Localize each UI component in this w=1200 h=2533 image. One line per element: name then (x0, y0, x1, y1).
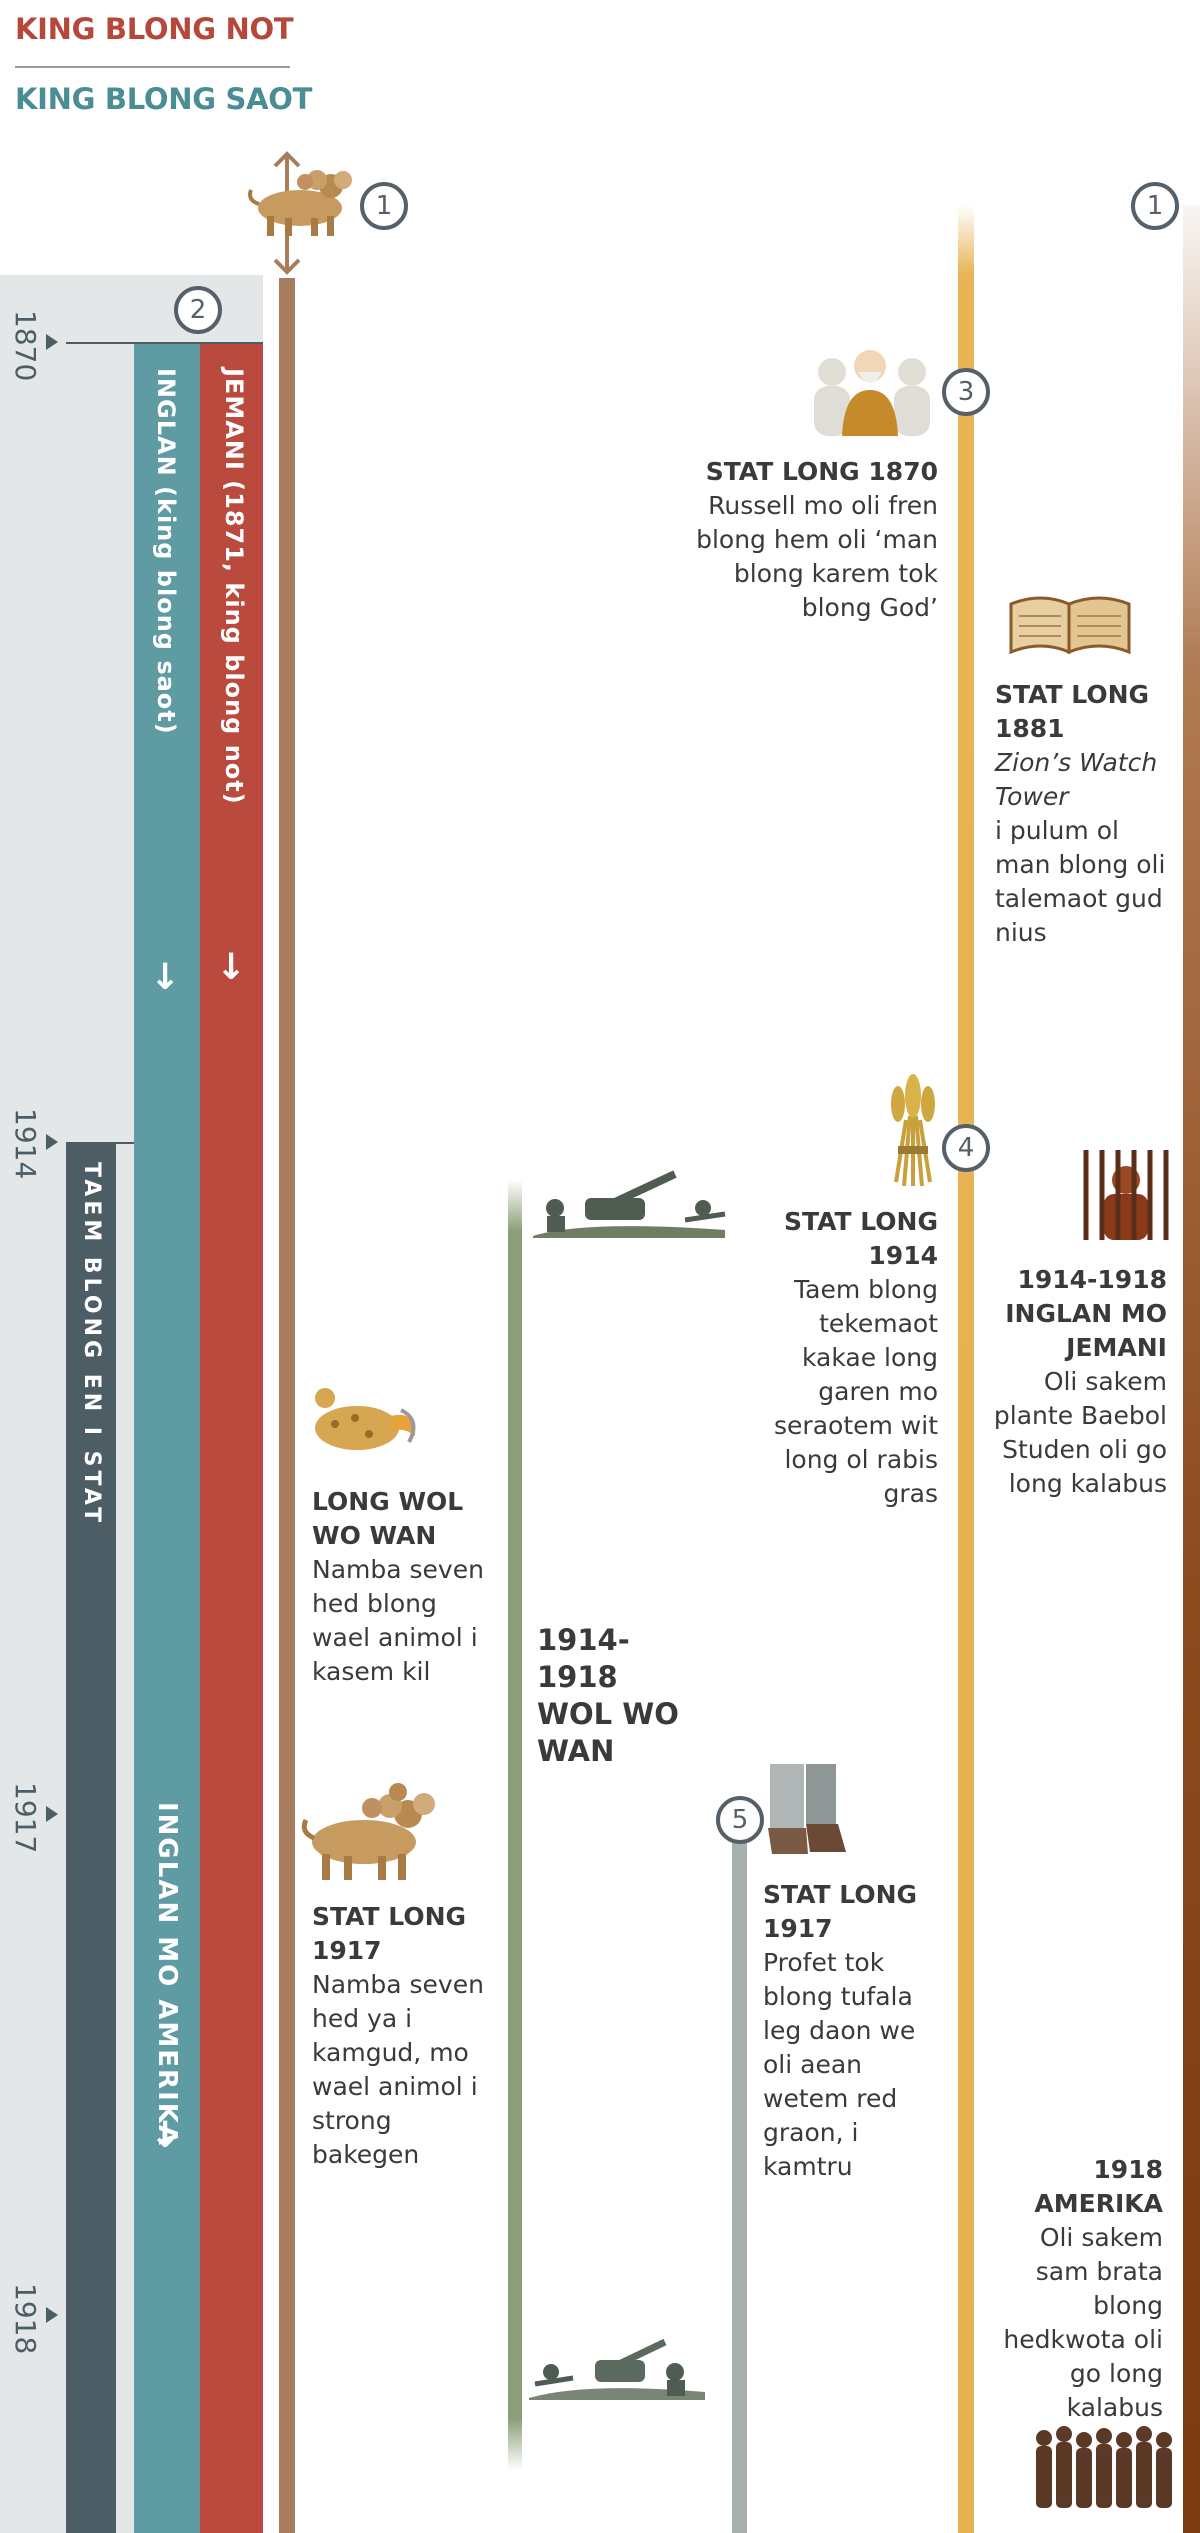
entry-1914-heading: STAT LONG 1914 (783, 1207, 938, 1270)
entry-1918-text: Oli sakem sam brata blong hedkwota oli g… (1003, 2223, 1163, 2422)
beast-timeline-bar (279, 278, 295, 2533)
britain-label: INGLAN (king blong saot) (152, 368, 180, 735)
entry-1917-beast-text: Namba seven hed ya i kamgud, mo wael ani… (312, 1970, 484, 2169)
marker-one-left: 1 (360, 182, 408, 230)
entry-ww1-beast-text: Namba seven hed blong wael animol i kase… (312, 1555, 484, 1686)
end-time-bar (66, 1143, 116, 2533)
entry-1917-feet-text: Profet tok blong tufala leg daon we oli … (763, 1948, 916, 2181)
entry-1881-title: Zion’s Watch Tower (995, 748, 1158, 811)
world-war-bar (508, 1180, 522, 2470)
entry-1914: STAT LONG 1914 Taem blong tekemaot kakae… (740, 1205, 938, 1511)
entry-1917-beast: STAT LONG 1917 Namba seven hed ya i kamg… (312, 1900, 490, 2172)
year-1918: 1918 (9, 2283, 42, 2355)
down-arrow-icon: ↓ (216, 947, 247, 988)
entry-1881: STAT LONG 1881 Zion’s Watch Tower i pulu… (995, 678, 1167, 950)
entry-1917-feet: STAT LONG 1917 Profet tok blong tufala l… (763, 1878, 933, 2184)
entry-1918-heading: 1918 AMERIKA (1034, 2155, 1163, 2218)
marker-one-right: 1 (1131, 182, 1179, 230)
germany-label-text: JEMANI (1871, king blong not) (220, 368, 248, 805)
year-marker-1917 (46, 1806, 58, 1822)
entry-1870-heading: STAT LONG 1870 (705, 457, 938, 486)
legend-south-king: KING BLONG SAOT (15, 82, 313, 116)
entry-1914-1918-jail-text: Oli sakem plante Baebol Studen oli go lo… (993, 1367, 1167, 1498)
anglo-american-label: INGLAN MO AMERIKA (152, 1802, 182, 2148)
year-marker-1914 (46, 1134, 58, 1150)
prison-timeline-bar (1183, 205, 1200, 2533)
entry-1881-heading: STAT LONG 1881 (995, 680, 1150, 743)
russell-group-icon (814, 350, 930, 436)
prisoner-icon (1083, 1150, 1169, 1240)
year-marker-1918 (46, 2307, 58, 2323)
marker-two: 2 (174, 286, 222, 334)
feet-timeline-bar (732, 1842, 747, 2533)
year-line-1870 (66, 342, 263, 344)
year-1917: 1917 (9, 1782, 42, 1854)
wheat-timeline-bar (958, 205, 974, 2533)
entry-1870: STAT LONG 1870 Russell mo oli fren blong… (690, 455, 938, 625)
germany-label: JEMANI (1871, king blong not) (220, 368, 248, 805)
entry-1917-feet-heading: STAT LONG 1917 (763, 1880, 918, 1943)
year-1870: 1870 (9, 310, 42, 382)
bible-icon (1009, 596, 1131, 655)
feet-icon (768, 1764, 846, 1854)
down-arrow-icon: ↓ (150, 2115, 181, 2156)
year-1914: 1914 (9, 1108, 42, 1180)
entry-ww1-beast: LONG WOL WO WAN Namba seven hed blong wa… (312, 1485, 492, 1689)
end-time-label: TAEM BLONG EN I STAT (79, 1162, 104, 1527)
entry-1914-text: Taem blong tekemaot kakae long garen mo … (774, 1275, 938, 1508)
entry-1870-text: Russell mo oli fren blong hem oli ‘man b… (696, 491, 938, 622)
entry-1914-1918-jail-heading: 1914-1918 INGLAN MO JEMANI (1005, 1265, 1167, 1362)
wounded-beast-icon (315, 1388, 416, 1450)
beast-icon (248, 170, 352, 236)
germany-bar (200, 343, 263, 2533)
legend-divider (15, 66, 290, 68)
entry-1881-text: i pulum ol man blong oli talemaot gud ni… (995, 816, 1166, 947)
wheat-sheaf-icon (891, 1074, 935, 1187)
britain-bar (134, 343, 200, 2533)
marker-four: 4 (942, 1124, 990, 1172)
prisoners-group-icon (1036, 2426, 1172, 2508)
entry-1918: 1918 AMERIKA Oli sakem sam brata blong h… (1000, 2153, 1163, 2425)
year-marker-1870 (46, 334, 58, 350)
soldiers-icon (533, 1170, 726, 1238)
legend-north-king: KING BLONG NOT (15, 12, 294, 46)
britain-label-text: INGLAN (king blong saot) (152, 368, 180, 735)
marker-three: 3 (942, 368, 990, 416)
down-arrow-icon: ↓ (150, 957, 181, 998)
year-line-1914 (66, 1142, 134, 1144)
marker-five: 5 (716, 1796, 764, 1844)
entry-ww1-beast-heading: LONG WOL WO WAN (312, 1487, 464, 1550)
entry-1914-1918-jail: 1914-1918 INGLAN MO JEMANI Oli sakem pla… (990, 1263, 1167, 1501)
soldiers-icon (529, 2338, 705, 2400)
beast-icon (301, 1783, 435, 1880)
entry-1917-beast-heading: STAT LONG 1917 (312, 1902, 467, 1965)
world-war-one-label: 1914-1918 WOL WO WAN (537, 1623, 679, 1768)
